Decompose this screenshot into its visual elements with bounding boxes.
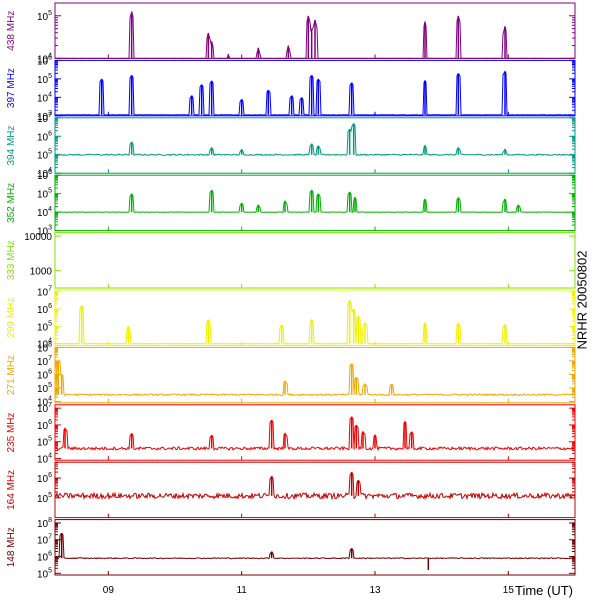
panel-164-mhz: 105 106 164 MHz [6, 461, 576, 519]
y-tick-label: 104 [37, 91, 52, 104]
y-tick-label: 106 [37, 303, 52, 316]
panel-235-mhz: 104 105 106 107 235 MHz [6, 402, 576, 466]
y-tick-label: 107 [37, 402, 52, 415]
y-tick-label: 106 [37, 551, 52, 564]
series-line [54, 123, 576, 157]
y-tick-label: 105 [37, 188, 52, 201]
x-tick-label: 11 [236, 585, 247, 596]
y-tick-label: 1000 [30, 267, 53, 278]
y-tick-label: 105 [37, 73, 52, 86]
y-tick-label: 105 [37, 382, 52, 395]
series-line [54, 416, 576, 452]
panel-label: 333 MHz [6, 240, 17, 280]
panel-label: 148 MHz [6, 527, 17, 567]
y-tick-label: 106 [37, 54, 52, 67]
y-tick-label: 106 [37, 130, 52, 143]
panel-label: 352 MHz [6, 183, 17, 223]
y-tick-label: 103 [37, 225, 52, 238]
panel-label: 299 MHz [6, 298, 17, 338]
x-axis-label: Time (UT) [515, 583, 573, 598]
x-tick-label: 13 [369, 585, 381, 596]
series-line [54, 360, 575, 397]
panel-352-mhz: 103 104 105 106 352 MHz [6, 169, 576, 238]
panel-299-mhz: 104 105 106 107 299 MHz [6, 286, 576, 351]
x-tick-label: 15 [503, 585, 515, 596]
panel-frame [54, 461, 576, 519]
series-line [54, 11, 575, 60]
y-tick-label: 105 [37, 492, 52, 505]
y-tick-label: 105 [37, 10, 52, 23]
series-line [54, 189, 576, 213]
series-line [54, 472, 576, 501]
series-line [54, 70, 575, 116]
panel-label: 271 MHz [6, 355, 17, 395]
y-tick-label: 103 [37, 110, 52, 123]
panel-438-mhz: 104 105 438 MHz [6, 2, 576, 65]
side-title: NRHR 20050802 [574, 250, 590, 350]
x-tick-label: 09 [103, 585, 115, 596]
panel-frame [54, 232, 576, 289]
y-tick-label: 107 [37, 286, 52, 299]
y-tick-label: 107 [37, 112, 52, 125]
y-tick-label: 108 [37, 517, 52, 530]
panel-148-mhz: 105 106 107 108 148 MHz [6, 517, 576, 580]
panel-frame [54, 289, 576, 346]
y-tick-label: 104 [37, 338, 52, 351]
panel-label: 438 MHz [6, 11, 17, 51]
panel-frame [54, 519, 576, 576]
y-tick-label: 104 [37, 52, 52, 65]
panel-397-mhz: 103 104 105 106 397 MHz [6, 54, 576, 123]
y-tick-label: 104 [37, 206, 52, 219]
y-tick-label: 104 [37, 453, 52, 466]
panel-label: 394 MHz [6, 125, 17, 165]
series-line [54, 532, 576, 560]
panel-label: 397 MHz [6, 68, 17, 108]
y-tick-label: 105 [37, 436, 52, 449]
y-tick-label: 105 [37, 149, 52, 162]
y-tick-label: 10000 [24, 232, 52, 243]
y-tick-label: 106 [37, 368, 52, 381]
panel-frame [54, 404, 576, 461]
panel-label: 235 MHz [6, 412, 17, 452]
y-tick-label: 106 [37, 169, 52, 182]
y-tick-label: 105 [37, 320, 52, 333]
panel-333-mhz: 1000 10000 333 MHz [6, 232, 576, 289]
y-tick-label: 106 [37, 472, 52, 485]
y-tick-label: 104 [37, 167, 52, 180]
y-tick-label: 105 [37, 567, 52, 580]
y-tick-label: 107 [37, 534, 52, 547]
y-tick-label: 106 [37, 419, 52, 432]
y-tick-label: 108 [37, 341, 52, 354]
panel-label: 164 MHz [6, 470, 17, 510]
panel-394-mhz: 104 105 106 107 394 MHz [6, 112, 576, 180]
y-tick-label: 107 [37, 355, 52, 368]
y-tick-label: 104 [37, 395, 52, 408]
series-line [55, 300, 575, 345]
